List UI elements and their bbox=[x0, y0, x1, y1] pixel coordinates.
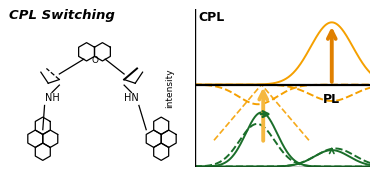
Text: HN: HN bbox=[124, 93, 139, 103]
Text: intensity: intensity bbox=[166, 68, 175, 108]
Text: PL: PL bbox=[323, 92, 340, 106]
Text: NH: NH bbox=[45, 93, 59, 103]
Text: CPL Switching: CPL Switching bbox=[9, 9, 115, 22]
Text: O: O bbox=[91, 56, 98, 65]
Text: CPL: CPL bbox=[198, 11, 225, 24]
